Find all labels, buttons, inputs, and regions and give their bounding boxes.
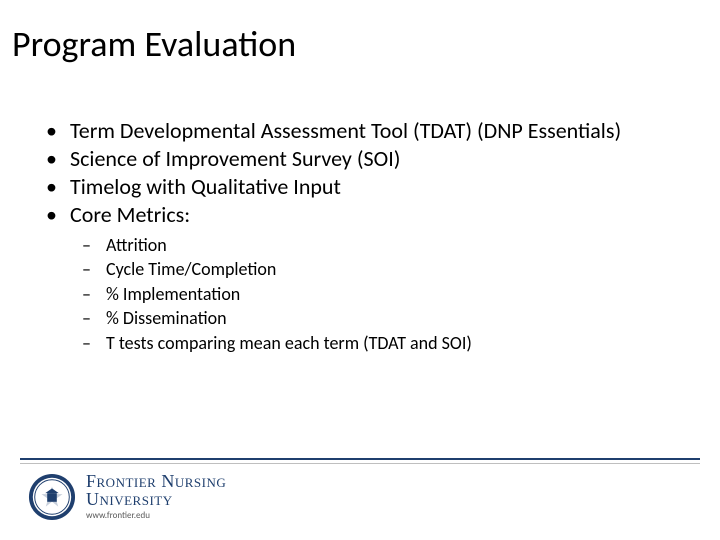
- list-item-text: Cycle Time/Completion: [106, 258, 276, 280]
- slide: Program Evaluation Term Developmental As…: [0, 0, 720, 540]
- org-url: www.frontier.edu: [86, 510, 226, 521]
- list-item-text: % Implementation: [106, 283, 240, 305]
- wordmark: Frontier Nursing University www.frontier…: [86, 472, 226, 521]
- bullet-list-level2: Attrition Cycle Time/Completion % Implem…: [78, 234, 680, 355]
- list-item-text: Attrition: [106, 234, 167, 256]
- list-item: % Implementation: [78, 283, 680, 306]
- list-item: Attrition: [78, 234, 680, 257]
- list-item-text: Timelog with Qualitative Input: [70, 173, 341, 200]
- list-item: T tests comparing mean each term (TDAT a…: [78, 332, 680, 355]
- slide-title: Program Evaluation: [12, 22, 296, 66]
- list-item-text: Core Metrics:: [70, 201, 190, 228]
- footer-rule-bottom: [20, 463, 700, 464]
- list-item: Core Metrics: Attrition Cycle Time/Compl…: [42, 202, 680, 354]
- list-item: Term Developmental Assessment Tool (TDAT…: [42, 118, 680, 144]
- org-name-line2: University: [86, 490, 226, 508]
- slide-content: Term Developmental Assessment Tool (TDAT…: [42, 118, 680, 356]
- org-name-line1: Frontier Nursing: [86, 472, 226, 490]
- list-item-text: Science of Improvement Survey (SOI): [70, 145, 400, 172]
- footer-rule-top: [20, 458, 700, 460]
- logo-block: Frontier Nursing University www.frontier…: [28, 472, 226, 521]
- list-item: Cycle Time/Completion: [78, 258, 680, 281]
- list-item-text: % Dissemination: [106, 307, 227, 329]
- list-item-text: Term Developmental Assessment Tool (TDAT…: [70, 117, 621, 144]
- list-item: Science of Improvement Survey (SOI): [42, 146, 680, 172]
- seal-icon: [28, 473, 76, 521]
- list-item: % Dissemination: [78, 307, 680, 330]
- list-item: Timelog with Qualitative Input: [42, 174, 680, 200]
- bullet-list-level1: Term Developmental Assessment Tool (TDAT…: [42, 118, 680, 354]
- footer: Frontier Nursing University www.frontier…: [0, 458, 720, 540]
- list-item-text: T tests comparing mean each term (TDAT a…: [106, 332, 472, 354]
